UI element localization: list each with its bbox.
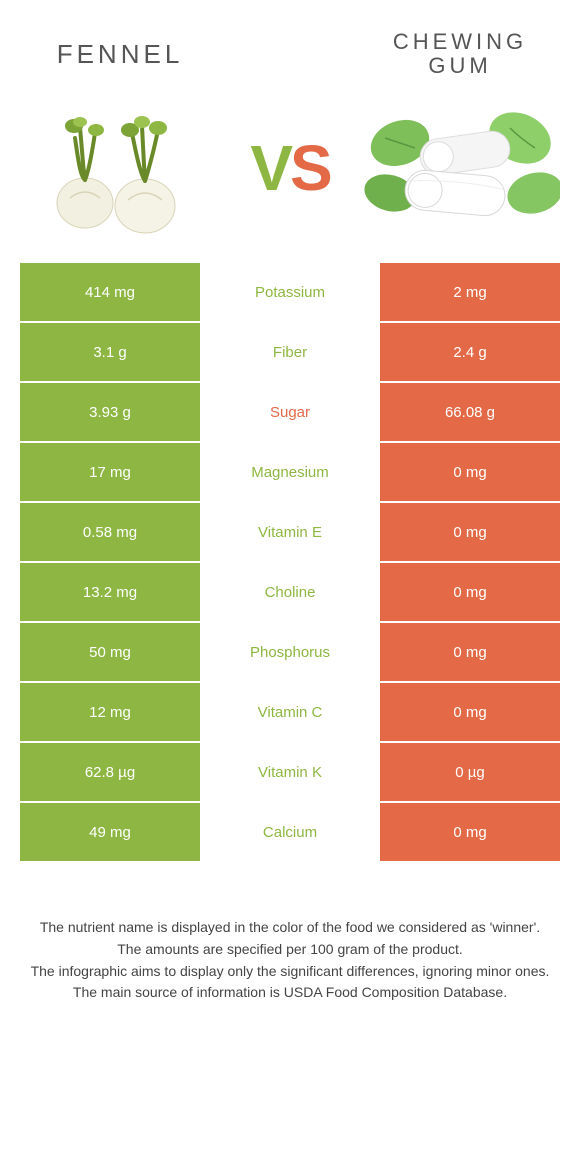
- nutrient-label: Magnesium: [200, 443, 380, 501]
- nutrient-label: Choline: [200, 563, 380, 621]
- value-left: 414 mg: [20, 263, 200, 321]
- footer-line-3: The infographic aims to display only the…: [30, 962, 550, 982]
- hero-row: VS: [0, 88, 580, 263]
- value-left: 49 mg: [20, 803, 200, 861]
- value-left: 13.2 mg: [20, 563, 200, 621]
- header: Fennel Chewing gum: [0, 0, 580, 88]
- nutrient-label: Phosphorus: [200, 623, 380, 681]
- vs-label: VS: [250, 131, 329, 205]
- value-right: 0 mg: [380, 503, 560, 561]
- value-right: 0 mg: [380, 683, 560, 741]
- value-right: 0 mg: [380, 443, 560, 501]
- value-right: 0 mg: [380, 563, 560, 621]
- value-right: 0 µg: [380, 743, 560, 801]
- nutrient-label: Vitamin E: [200, 503, 380, 561]
- table-row: 414 mgPotassium2 mg: [20, 263, 560, 321]
- table-row: 50 mgPhosphorus0 mg: [20, 623, 560, 681]
- value-left: 62.8 µg: [20, 743, 200, 801]
- table-row: 3.93 gSugar66.08 g: [20, 383, 560, 441]
- value-left: 3.93 g: [20, 383, 200, 441]
- nutrient-label: Vitamin K: [200, 743, 380, 801]
- footer: The nutrient name is displayed in the co…: [0, 863, 580, 1002]
- footer-line-2: The amounts are specified per 100 gram o…: [30, 940, 550, 960]
- title-left: Fennel: [20, 40, 220, 69]
- nutrient-label: Sugar: [200, 383, 380, 441]
- value-left: 3.1 g: [20, 323, 200, 381]
- value-left: 17 mg: [20, 443, 200, 501]
- table-row: 49 mgCalcium0 mg: [20, 803, 560, 861]
- table-row: 62.8 µgVitamin K0 µg: [20, 743, 560, 801]
- footer-line-4: The main source of information is USDA F…: [30, 983, 550, 1003]
- nutrient-table: 414 mgPotassium2 mg3.1 gFiber2.4 g3.93 g…: [0, 263, 580, 861]
- table-row: 3.1 gFiber2.4 g: [20, 323, 560, 381]
- table-row: 12 mgVitamin C0 mg: [20, 683, 560, 741]
- table-row: 17 mgMagnesium0 mg: [20, 443, 560, 501]
- footer-line-1: The nutrient name is displayed in the co…: [30, 918, 550, 938]
- title-right: Chewing gum: [360, 30, 560, 78]
- nutrient-label: Vitamin C: [200, 683, 380, 741]
- fennel-image: [20, 98, 220, 238]
- value-left: 50 mg: [20, 623, 200, 681]
- nutrient-label: Fiber: [200, 323, 380, 381]
- value-right: 0 mg: [380, 803, 560, 861]
- nutrient-label: Calcium: [200, 803, 380, 861]
- value-right: 0 mg: [380, 623, 560, 681]
- value-right: 2 mg: [380, 263, 560, 321]
- value-right: 66.08 g: [380, 383, 560, 441]
- value-right: 2.4 g: [380, 323, 560, 381]
- gum-image: [360, 98, 560, 238]
- value-left: 0.58 mg: [20, 503, 200, 561]
- vs-s: S: [290, 131, 330, 205]
- table-row: 0.58 mgVitamin E0 mg: [20, 503, 560, 561]
- value-left: 12 mg: [20, 683, 200, 741]
- table-row: 13.2 mgCholine0 mg: [20, 563, 560, 621]
- vs-v: V: [250, 131, 290, 205]
- nutrient-label: Potassium: [200, 263, 380, 321]
